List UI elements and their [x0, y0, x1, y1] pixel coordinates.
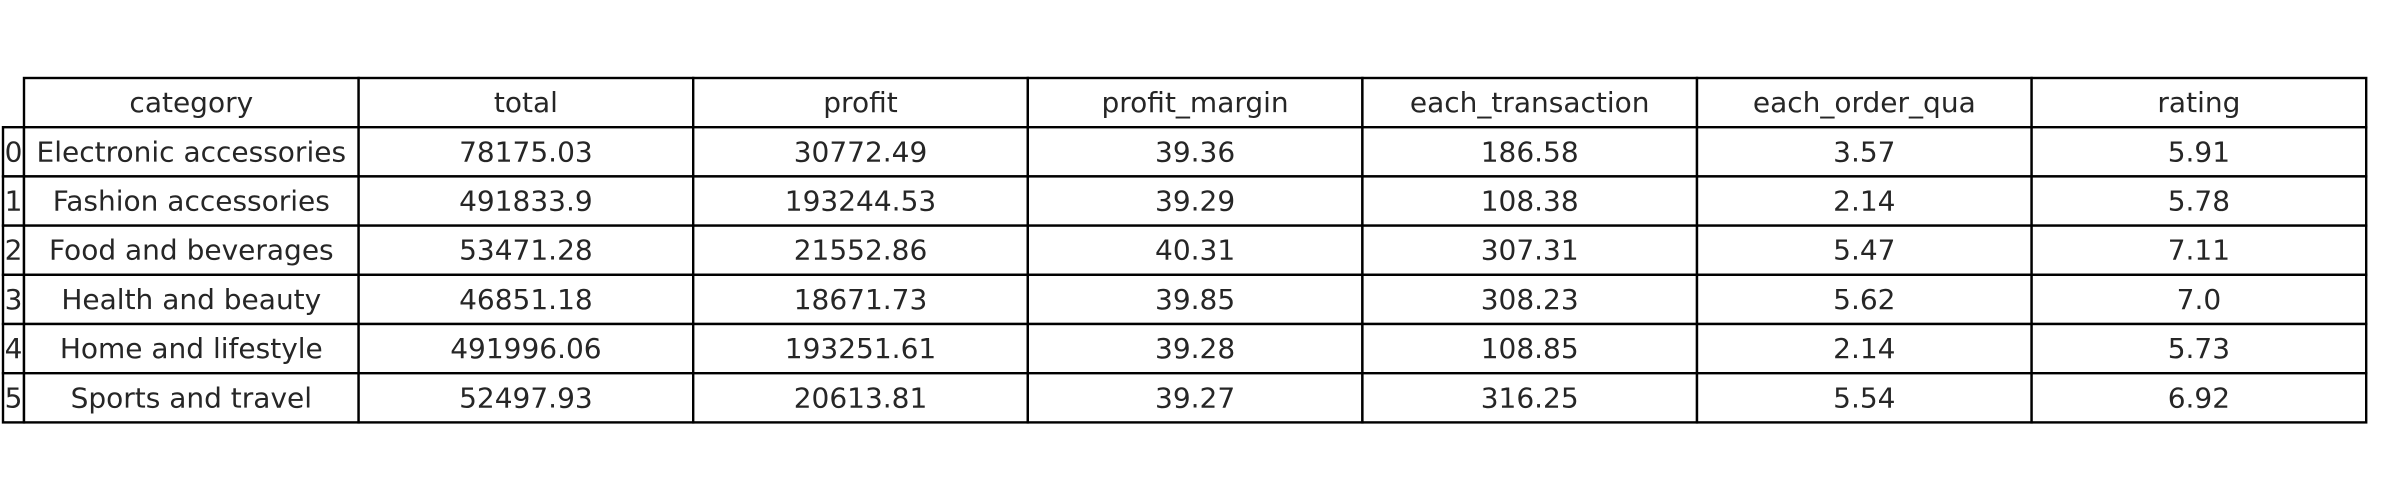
table-cell	[2030, 372, 2368, 424]
cell-value: Sports and travel	[71, 381, 312, 414]
cell-value: Electronic accessories	[37, 135, 347, 168]
table-cell	[1361, 224, 1699, 277]
table-cell	[1695, 372, 2033, 424]
table-cell	[2030, 273, 2368, 326]
column-header: profit	[823, 86, 897, 119]
table-cell	[22, 125, 360, 178]
table-cell	[1695, 125, 2033, 178]
table-cell	[1361, 372, 1699, 424]
cell-value: 39.85	[1155, 283, 1235, 316]
cell-value: 18671.73	[794, 283, 928, 316]
header-cell	[1695, 76, 2033, 129]
cell-value: 39.28	[1155, 332, 1235, 365]
table-cell	[692, 322, 1030, 375]
cell-value: 5.54	[1833, 381, 1895, 414]
row-index: 0	[5, 135, 23, 168]
table-cell	[357, 322, 695, 375]
cell-value: 307.31	[1481, 234, 1579, 267]
table-cell	[1361, 125, 1699, 178]
row-index: 1	[5, 185, 23, 218]
cell-value: 5.73	[2168, 332, 2230, 365]
row-index: 5	[5, 381, 23, 414]
cell-value: 53471.28	[459, 234, 593, 267]
cell-value: 108.85	[1481, 332, 1579, 365]
cell-value: Home and lifestyle	[60, 332, 323, 365]
cell-value: 30772.49	[794, 135, 928, 168]
cell-value: Health and beauty	[61, 283, 321, 316]
column-header: profit_margin	[1102, 86, 1289, 119]
table-cell	[2030, 125, 2368, 178]
table-cell	[1026, 273, 1364, 326]
cell-value: 40.31	[1155, 234, 1235, 267]
table-cell	[1026, 372, 1364, 424]
column-header: total	[494, 86, 558, 119]
column-header: category	[129, 86, 253, 119]
cell-value: 39.29	[1155, 185, 1235, 218]
header-cell	[357, 76, 695, 129]
cell-value: 52497.93	[459, 381, 593, 414]
cell-value: 5.47	[1833, 234, 1895, 267]
cell-value: 491833.9	[459, 185, 593, 218]
cell-value: 20613.81	[794, 381, 928, 414]
table-cell	[1361, 273, 1699, 326]
table-cell	[22, 224, 360, 277]
cell-value: 5.78	[2168, 185, 2230, 218]
column-header: rating	[2157, 86, 2240, 119]
table-cell	[1695, 224, 2033, 277]
table-cell	[2030, 175, 2368, 227]
cell-value: 316.25	[1481, 381, 1579, 414]
cell-value: 21552.86	[794, 234, 928, 267]
table-cell	[357, 372, 695, 424]
cell-value: 193244.53	[785, 185, 936, 218]
row-index: 4	[5, 332, 23, 365]
cell-value: 78175.03	[459, 135, 593, 168]
column-header: each_order_qua	[1753, 86, 1976, 119]
table-cell	[1695, 322, 2033, 375]
cell-value: 7.11	[2168, 234, 2230, 267]
cell-value: 6.92	[2168, 381, 2230, 414]
cell-value: 5.62	[1833, 283, 1895, 316]
table-cell	[357, 125, 695, 178]
cell-value: 308.23	[1481, 283, 1579, 316]
cell-value: 186.58	[1481, 135, 1579, 168]
cell-value: 193251.61	[785, 332, 936, 365]
cell-value: 5.91	[2168, 135, 2230, 168]
cell-value: Food and beverages	[49, 234, 334, 267]
table-cell	[2030, 224, 2368, 277]
cell-value: 7.0	[2177, 283, 2222, 316]
cell-value: 491996.06	[450, 332, 601, 365]
cell-value: 2.14	[1833, 332, 1895, 365]
table-cell	[692, 175, 1030, 227]
cell-value: 2.14	[1833, 185, 1895, 218]
table-cell	[692, 224, 1030, 277]
cell-value: 108.38	[1481, 185, 1579, 218]
cell-value: 46851.18	[459, 283, 593, 316]
cell-value: 39.36	[1155, 135, 1235, 168]
cell-value: Fashion accessories	[53, 185, 330, 218]
cell-value: 3.57	[1833, 135, 1895, 168]
row-index: 3	[5, 283, 23, 316]
column-header: each_transaction	[1410, 86, 1650, 119]
row-index: 2	[5, 234, 23, 267]
table-cell	[1026, 175, 1364, 227]
cell-value: 39.27	[1155, 381, 1235, 414]
table-cell	[692, 125, 1030, 178]
header-cell	[22, 76, 360, 129]
table-cell	[1026, 224, 1364, 277]
